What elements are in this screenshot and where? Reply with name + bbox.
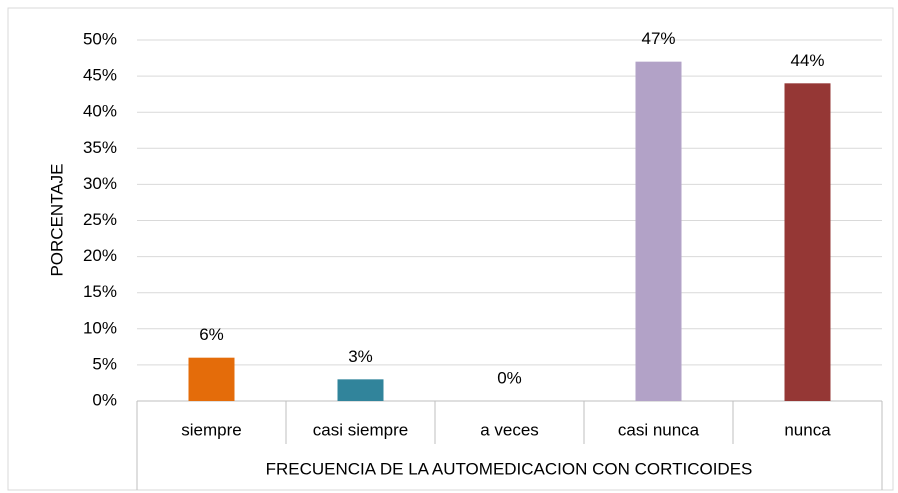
y-tick-label: 10%	[83, 318, 117, 337]
x-tick-label: nunca	[784, 420, 831, 439]
y-tick-label: 30%	[83, 174, 117, 193]
y-tick-label: 35%	[83, 138, 117, 157]
y-tick-label: 0%	[92, 390, 117, 409]
x-tick-label: siempre	[181, 420, 241, 439]
x-axis-title: FRECUENCIA DE LA AUTOMEDICACION CON CORT…	[266, 459, 753, 478]
chart-border	[7, 7, 894, 491]
data-label: 6%	[199, 325, 224, 344]
data-label: 3%	[348, 347, 373, 366]
y-tick-label: 20%	[83, 246, 117, 265]
data-label: 44%	[790, 51, 824, 70]
y-tick-label: 50%	[83, 29, 117, 48]
data-label: 0%	[497, 368, 522, 387]
bar	[337, 379, 384, 401]
y-tick-label: 15%	[83, 282, 117, 301]
x-tick-label: casi siempre	[313, 420, 408, 439]
y-tick-label: 45%	[83, 66, 117, 85]
bar	[188, 357, 235, 401]
data-label: 47%	[641, 29, 675, 48]
bar	[784, 83, 831, 401]
y-tick-label: 25%	[83, 210, 117, 229]
y-tick-label: 5%	[92, 354, 117, 373]
bar	[635, 61, 682, 401]
y-axis-title: PORCENTAJE	[47, 163, 66, 276]
x-tick-label: casi nunca	[618, 420, 700, 439]
x-tick-label: a veces	[480, 420, 539, 439]
y-tick-label: 40%	[83, 102, 117, 121]
